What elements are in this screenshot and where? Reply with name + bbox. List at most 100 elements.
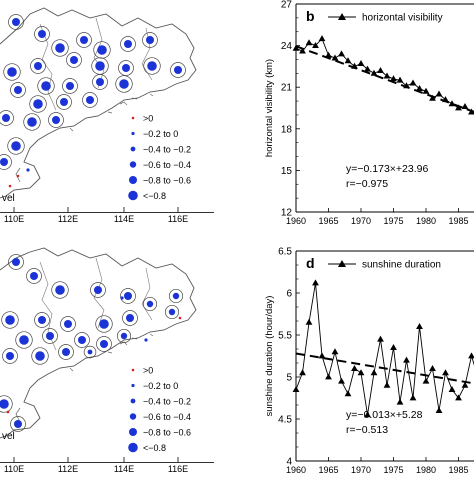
station-marker xyxy=(99,319,109,329)
map-legend-top: >0 −0.2 to 0 −0.4 to −0.2 −0.6 to −0.4 −0.8 … xyxy=(128,114,191,201)
regression-equation: y=−0.173×+23.96 xyxy=(346,163,428,175)
significance-ring xyxy=(3,63,21,81)
station-marker xyxy=(120,296,124,300)
data-point-marker xyxy=(331,54,339,61)
significance-ring xyxy=(58,344,74,360)
y-tick-label: 24 xyxy=(281,41,293,52)
legend-label: <−0.8 xyxy=(143,443,166,453)
station-marker xyxy=(62,348,70,356)
map-x-ticks-bottom: 110E 112E 114E 116E xyxy=(4,457,188,474)
station-marker xyxy=(0,399,9,409)
x-tick-label: 1980 xyxy=(416,465,436,474)
significance-ring xyxy=(120,288,136,304)
x-tick-label: 1970 xyxy=(351,465,371,474)
station-marker xyxy=(124,292,132,300)
legend-marker xyxy=(130,398,136,404)
map-tick-label: 112E xyxy=(58,214,78,224)
significance-ring xyxy=(0,154,12,170)
legend-label: −0.2 to 0 xyxy=(143,129,178,139)
data-point-marker xyxy=(364,411,371,418)
significance-ring xyxy=(30,58,46,74)
station-marker xyxy=(146,300,154,308)
station-marker xyxy=(33,99,43,109)
significance-ring xyxy=(74,332,90,348)
station-markers-bottom xyxy=(0,254,184,432)
data-point-marker xyxy=(455,394,462,401)
data-point-marker xyxy=(435,407,443,413)
x-tick-label: 1970 xyxy=(351,216,371,226)
station-marker xyxy=(11,141,21,151)
station-marker xyxy=(35,351,45,361)
legend-label: >0 xyxy=(143,114,153,124)
data-point-marker xyxy=(292,44,300,51)
legend-label: −0.4 to −0.2 xyxy=(143,145,191,155)
data-point-marker xyxy=(305,318,313,325)
data-point-marker xyxy=(351,365,358,371)
station-marker xyxy=(126,314,134,322)
data-point-marker xyxy=(370,369,378,376)
station-marker xyxy=(38,30,46,38)
y-tick-label: 27 xyxy=(281,0,293,11)
station-marker xyxy=(0,158,8,166)
legend-label: −0.4 to −0.2 xyxy=(143,397,191,407)
correlation-coefficient: r=−0.975 xyxy=(346,178,388,190)
data-point-marker xyxy=(442,369,449,376)
map-tick-label: 116E xyxy=(168,464,188,474)
data-point-marker xyxy=(331,348,339,355)
station-marker xyxy=(12,18,20,26)
station-marker xyxy=(5,315,15,325)
station-marker xyxy=(2,114,10,122)
map-outline-bottom xyxy=(0,247,197,439)
station-marker xyxy=(124,40,132,48)
map-tick-label: 114E xyxy=(114,214,134,224)
station-markers-top xyxy=(0,14,186,188)
data-point-marker xyxy=(461,381,469,388)
data-point-marker xyxy=(370,69,378,76)
significance-ring xyxy=(51,281,69,299)
significance-ring xyxy=(142,32,158,48)
y-tick-label: 5 xyxy=(286,373,292,384)
station-marker xyxy=(172,292,180,300)
legend-marker xyxy=(131,116,135,120)
legend-marker xyxy=(129,161,137,168)
data-point-marker xyxy=(377,66,384,73)
station-marker xyxy=(97,45,107,55)
chart-horizontal-visibility: 12 15 18 21 24 27 1960 1965 1970 1975 1980 1985 hori… xyxy=(264,0,474,226)
station-marker xyxy=(7,67,17,77)
regression-equation: y=−0.013×+5.28 xyxy=(346,409,423,421)
map-tick-label: 110E xyxy=(4,464,24,474)
station-marker xyxy=(41,81,51,91)
significance-ring xyxy=(29,95,47,113)
data-point-marker xyxy=(429,365,436,371)
legend-label: <−0.8 xyxy=(143,191,166,201)
data-point-marker xyxy=(357,60,365,67)
significance-ring xyxy=(42,328,58,344)
map-tick-label: 114E xyxy=(114,464,134,474)
map-tick-label: 112E xyxy=(58,464,78,474)
station-marker xyxy=(55,43,65,53)
significance-ring xyxy=(168,288,184,304)
significance-ring xyxy=(0,110,14,126)
station-marker xyxy=(52,116,60,124)
station-marker xyxy=(27,117,37,127)
station-marker xyxy=(100,340,108,348)
y-tick-label: 4 xyxy=(286,457,292,468)
data-point-marker xyxy=(292,386,300,392)
significance-ring xyxy=(96,336,112,352)
significance-ring xyxy=(90,282,106,298)
data-point-marker xyxy=(305,39,313,46)
legend-label: >0 xyxy=(143,366,153,376)
data-point-marker xyxy=(396,76,404,83)
map-panel-bottom: 110E 112E 114E 116E vel >0 −0.2 to 0 −0.4 to … xyxy=(0,247,214,474)
significance-ring xyxy=(8,14,24,30)
significance-ring xyxy=(31,347,49,365)
data-point-marker xyxy=(338,50,345,57)
significance-ring xyxy=(116,328,132,344)
map-tick-label: 110E xyxy=(4,214,24,224)
data-point-marker xyxy=(435,90,443,97)
legend-marker xyxy=(129,413,137,420)
y-axis-label: horizontal visibility (km) xyxy=(264,59,275,157)
station-marker xyxy=(120,332,128,340)
data-point-marker xyxy=(429,94,436,101)
station-marker xyxy=(95,61,105,71)
